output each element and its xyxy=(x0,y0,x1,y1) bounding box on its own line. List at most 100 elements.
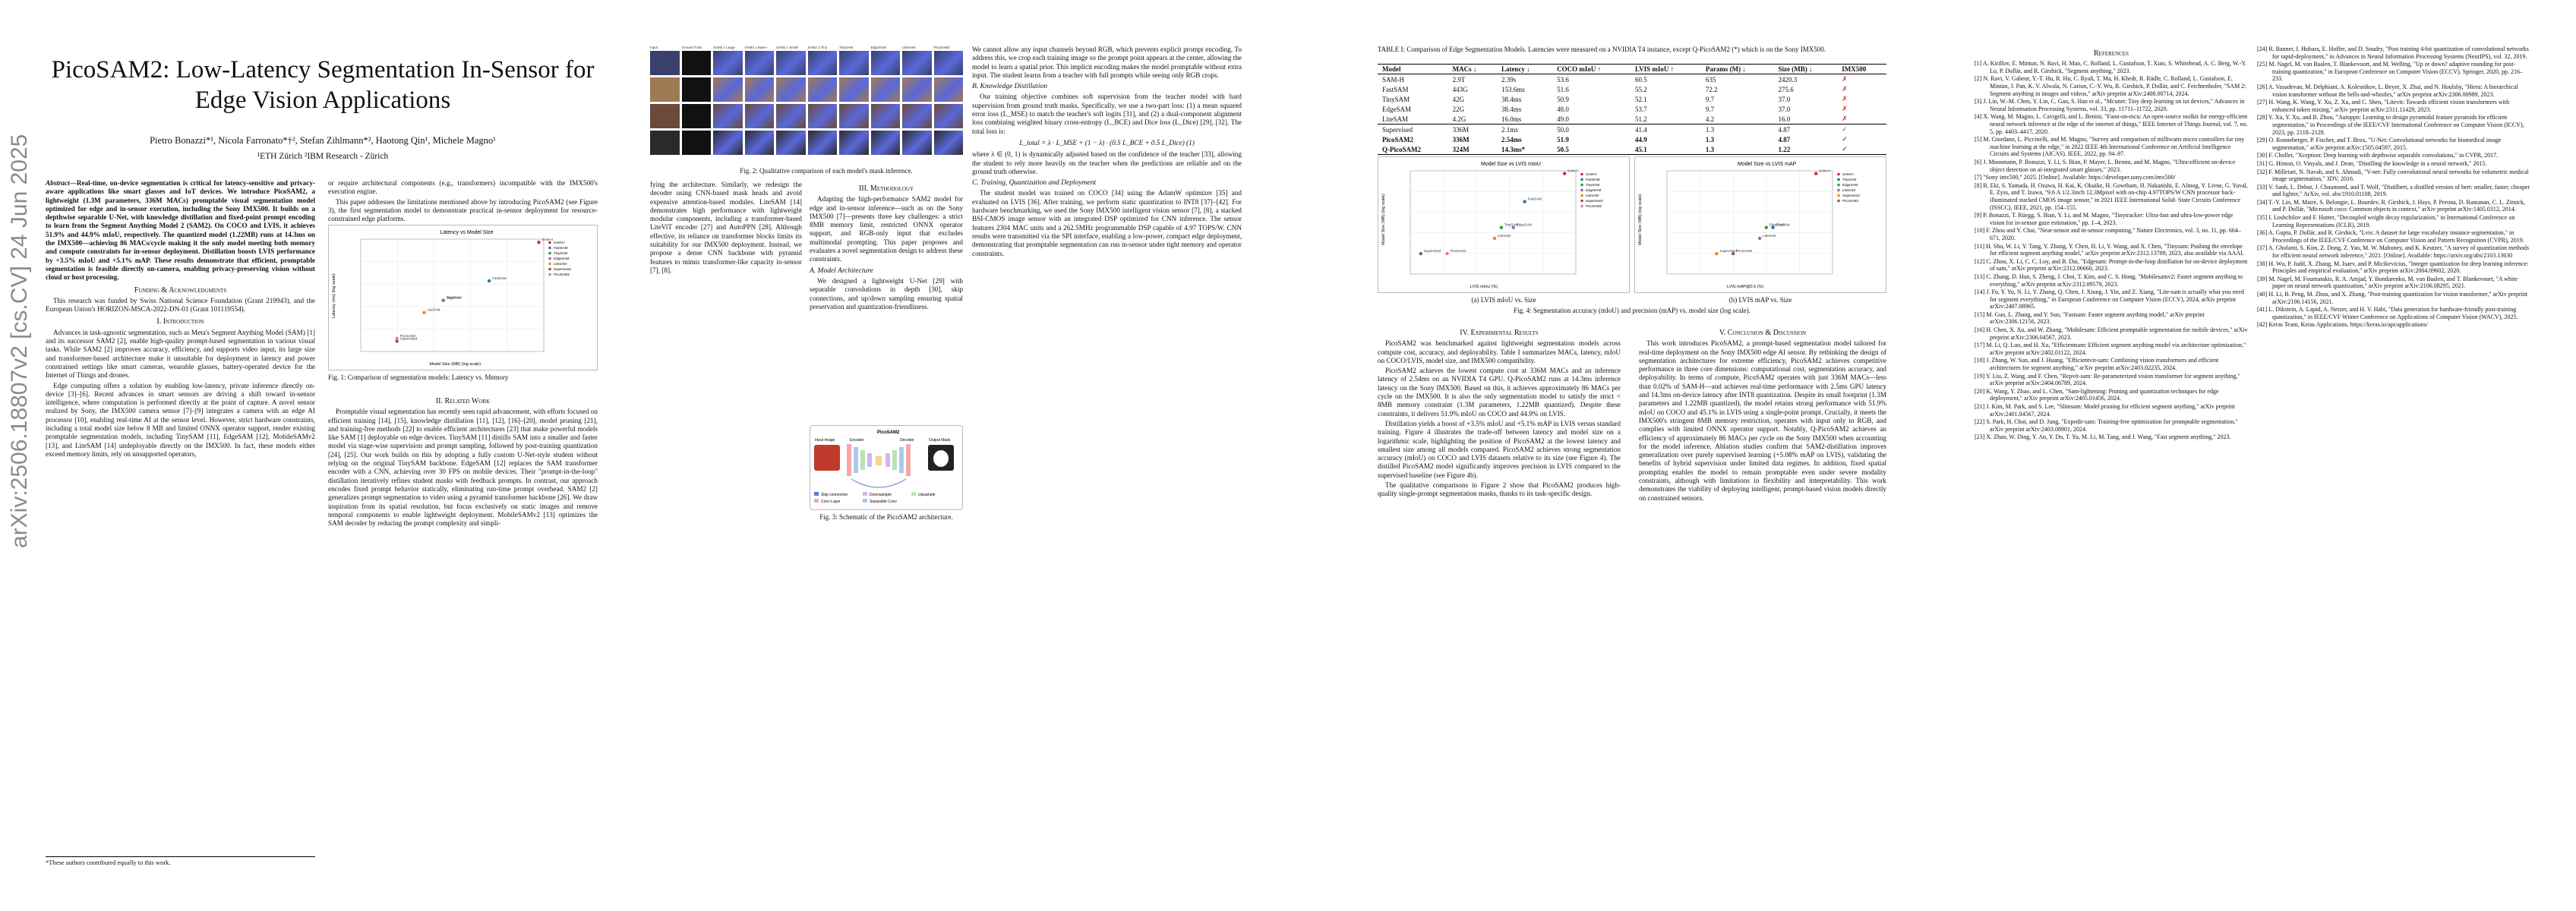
skip-connection xyxy=(851,478,907,488)
figure-2-column-header: TinySAM xyxy=(839,46,854,49)
legend-swatch xyxy=(1837,183,1840,187)
paper-title: PicoSAM2: Low-Latency Segmentation In-Se… xyxy=(51,56,595,114)
arxiv-stamp: arXiv:2506.18807v2 [cs.CV] 24 Jun 2025 xyxy=(5,134,38,550)
legend-entry: EdgeSAM xyxy=(1842,183,1858,187)
qualitative-thumbnail xyxy=(713,104,743,128)
figure-2-column-header: Input xyxy=(650,46,658,49)
data-point xyxy=(1492,236,1497,241)
data-point xyxy=(1771,225,1775,229)
qualitative-thumbnail xyxy=(839,104,869,128)
legend-entry: EdgeSAM xyxy=(554,257,570,260)
table-cell: 50.9 xyxy=(1557,95,1569,103)
data-point xyxy=(537,241,541,244)
affiliations: ¹ETH Zürich ²IBM Research - Zürich xyxy=(257,152,389,161)
figure-2-column-header: PicoSAM2 xyxy=(933,46,950,49)
qualitative-thumbnail xyxy=(776,131,806,155)
qualitative-thumbnail xyxy=(744,104,774,128)
point-label: EdgeSAM xyxy=(447,296,462,300)
qualitative-thumbnail xyxy=(650,51,680,75)
table-header-cell: COCO mIoU ↑ xyxy=(1557,65,1602,73)
table-cell: 16.0 xyxy=(1778,115,1791,123)
table-row: TinySAM 42G 38.4ms 50.9 52.1 9.7 37.0 ✗ xyxy=(1378,94,1886,104)
page1-right-column: or require architectural components (e.g… xyxy=(328,179,598,225)
figure-2-headers: Input Ground Truth SAM2.1 Large SAM2.1 Base… xyxy=(650,46,963,49)
page-1: arXiv:2506.18807v2 [cs.CV] 24 Jun 2025 P… xyxy=(0,0,644,911)
x-axis-label: LVIS mAP@0.5 (%) xyxy=(1727,285,1763,289)
legend-swatch xyxy=(548,246,551,250)
table-cell: 53.6 xyxy=(1557,75,1569,84)
reference-entry: [9] P. Bonazzi, T. Rüegg, S. Bian, Y. Li… xyxy=(1975,212,2233,226)
page2-left-b: III. Methodology Adapting the high-perfo… xyxy=(810,181,963,313)
point-label: PicoSAM2 xyxy=(1736,249,1753,253)
legend-entry: FastSAM xyxy=(1586,178,1600,181)
legend-entry: Conv Layer xyxy=(821,500,841,504)
train-heading: C. Training, Quantization and Deployment xyxy=(972,179,1097,188)
legend-entry: SAM-H xyxy=(1842,172,1854,176)
reference-entry: [42] Keras Team, Keras Applications. htt… xyxy=(2257,321,2429,329)
qualitative-thumbnail xyxy=(933,77,963,102)
reference-entry: [18] J. Zhang, W. Sun, and J. Huang, "Ef… xyxy=(1975,357,2219,372)
table-body: SAM-H 2.9T 2.39s 53.6 60.5 635 2420.3 ✗ FastSAM 4… xyxy=(1378,74,1886,155)
legend-entry: TinySAM xyxy=(554,251,567,255)
figure-2-column-header: SAM2.1 Base+ xyxy=(744,46,768,49)
table-cell: 51.6 xyxy=(1557,85,1569,93)
table-row: LiteSAM 4.2G 16.0ms 49.0 51.2 4.2 16.0 ✗ xyxy=(1378,114,1886,125)
input-image-thumb xyxy=(814,445,840,471)
table-cell: 50.5 xyxy=(1557,145,1569,153)
funding-text: This research was funded by Swiss Nation… xyxy=(46,296,315,314)
qualitative-thumbnail xyxy=(902,131,932,155)
reference-entry: [23] X. Zhao, W. Ding, Y. An, Y. Du, T. … xyxy=(1975,433,2231,441)
table-cell: 45.1 xyxy=(1635,145,1647,153)
point-label: EdgeSAM xyxy=(1769,223,1785,227)
table-cell: 51.9 xyxy=(1557,135,1569,143)
qualitative-thumbnail xyxy=(807,104,837,128)
table-cell: TinySAM xyxy=(1382,95,1410,103)
reference-entry: [7] "Sony imx500," 2025. [Online]. Avail… xyxy=(1975,174,2176,181)
qualitative-thumbnail xyxy=(681,104,711,128)
table-cell: 4.87 xyxy=(1778,135,1791,143)
table-row: Supervised 336M 2.1ms 50.0 41.4 1.3 4.87 ✓ xyxy=(1378,124,1886,135)
references-col-1: References [1] A. Kirillov, E. Mintun, N… xyxy=(1975,46,2248,442)
qualitative-thumbnail xyxy=(650,104,680,128)
table-cell: 60.5 xyxy=(1635,75,1647,84)
figure-2-column-header: SAM2.1 Large xyxy=(713,46,735,49)
table-cell: ✓ xyxy=(1842,145,1848,153)
qualitative-thumbnail xyxy=(681,77,711,102)
legend-swatch xyxy=(1837,178,1840,181)
mask-blob xyxy=(933,450,949,467)
table-cell: 9.7 xyxy=(1705,95,1715,103)
abstract: Abstract—Real-time, on-device segmentati… xyxy=(46,179,315,282)
figure-2-column-header: Ground Truth xyxy=(681,46,702,49)
decoder-label: Decoder xyxy=(900,438,914,443)
reference-entry: [28] Y. Xu, Y. Xu, and B. Zhou, "Autoppn… xyxy=(2257,114,2524,136)
chart-title: Model Size vs LVIS mIoU xyxy=(1481,162,1541,167)
equation-1: L_total = λ · L_MSE + (1 − λ) · (0.5 L_B… xyxy=(1019,138,1195,147)
table-cell: 153.6ms xyxy=(1501,85,1525,93)
output-label: Output Mask xyxy=(929,438,951,443)
figure-2-column-header: EdgeSAM xyxy=(870,46,886,49)
qualitative-thumbnail xyxy=(681,51,711,75)
table-cell: 41.4 xyxy=(1635,125,1647,134)
point-label: LiteSAM xyxy=(427,308,440,312)
point-label: TinySAM xyxy=(447,296,460,300)
abstract-text: —Real-time, on-device segmentation is cr… xyxy=(46,179,315,282)
plot-area xyxy=(360,238,545,352)
table-cell: 2.39s xyxy=(1501,75,1517,84)
table-cell: 324M xyxy=(1452,145,1470,153)
point-label: LiteSAM xyxy=(1763,234,1776,238)
qualitative-thumbnail xyxy=(807,131,837,155)
kd-paragraph-2: where λ ∈ (0, 1) is dynamically adjusted… xyxy=(972,150,1242,175)
point-label: LiteSAM xyxy=(1498,234,1511,238)
table-cell: 49.0 xyxy=(1557,115,1569,123)
reference-entry: [1] A. Kirillov, E. Mintun, N. Ravi, H. … xyxy=(1975,60,2247,74)
y-axis-label: Model Size (MB) (log scale) xyxy=(1638,194,1643,245)
page1-left-column: Abstract—Real-time, on-device segmentati… xyxy=(46,179,315,460)
legend-swatch xyxy=(814,499,819,503)
legend-swatch xyxy=(548,241,551,244)
table-cell: 51.2 xyxy=(1635,115,1647,123)
table-cell: SAM-H xyxy=(1382,75,1405,84)
page-4: References [1] A. Kirillov, E. Mintun, N… xyxy=(1932,0,2576,911)
reference-entry: [4] X. Wang, M. Magno, L. Cavigelli, and… xyxy=(1975,113,2248,135)
reference-entry: [30] F. Chollet, "Xception: Deep learnin… xyxy=(2257,152,2499,159)
table-cell: ✗ xyxy=(1842,85,1848,93)
